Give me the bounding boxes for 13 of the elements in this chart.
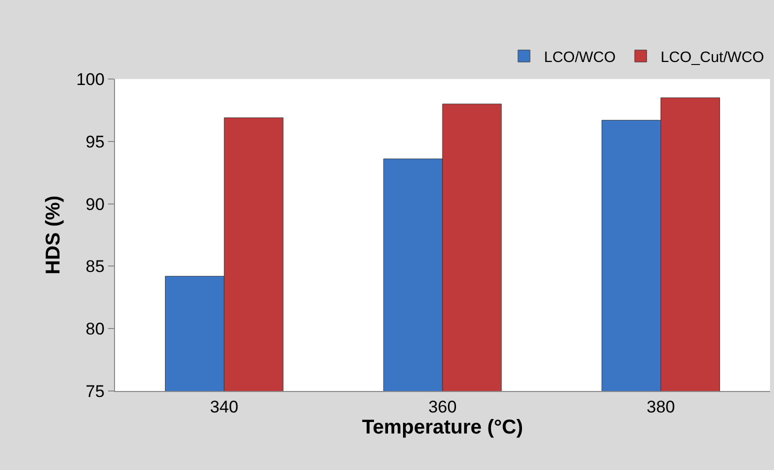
x-tick-label: 340	[210, 397, 238, 416]
x-axis-title: Temperature (°C)	[362, 416, 523, 438]
x-tick-label: 380	[646, 397, 676, 416]
y-axis-title: HDS (%)	[42, 196, 65, 274]
y-tick-label: 100	[76, 70, 105, 89]
legend-label: LCO_Cut/WCO	[660, 48, 764, 66]
y-tick-label: 90	[86, 194, 105, 214]
y-tick-label: 80	[86, 320, 105, 339]
legend-label: LCO/WCO	[544, 48, 616, 66]
y-tick-label: 75	[86, 382, 105, 401]
y-tick-label: 95	[86, 132, 105, 152]
y-tick-label: 85	[86, 257, 105, 276]
x-tick-label: 360	[428, 397, 457, 416]
